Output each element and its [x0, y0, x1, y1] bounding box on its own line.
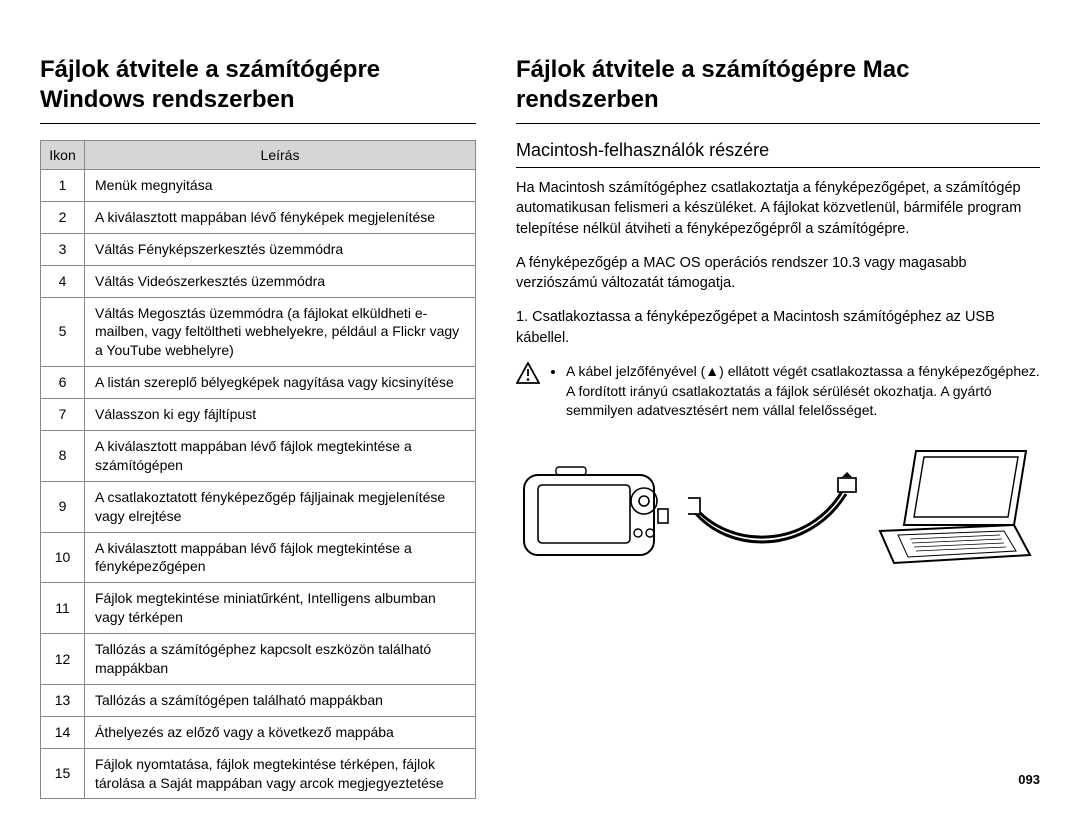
mac-intro-text: Ha Macintosh számítógéphez csatlakoztatj…	[516, 178, 1040, 239]
step-1: 1. Csatlakoztassa a fényképezőgépet a Ma…	[516, 307, 1040, 348]
table-row: 11Fájlok megtekintése miniatűrként, Inte…	[41, 583, 476, 634]
icon-description-table: Ikon Leírás 1Menük megnyitása 2A kiválas…	[40, 140, 476, 799]
table-row: 12Tallózás a számítógéphez kapcsolt eszk…	[41, 634, 476, 685]
usb-cable-icon	[688, 460, 858, 560]
warning-box: A kábel jelzőfényével (▲) ellátott végét…	[516, 362, 1040, 421]
table-row: 14Áthelyezés az előző vagy a következő m…	[41, 716, 476, 748]
right-heading: Fájlok átvitele a számítógépre Mac rends…	[516, 55, 1040, 124]
table-row: 7Válasszon ki egy fájltípust	[41, 399, 476, 431]
table-row: 6A listán szereplő bélyegképek nagyítása…	[41, 367, 476, 399]
table-row: 4Váltás Videószerkesztés üzemmódra	[41, 265, 476, 297]
warning-icon	[516, 362, 540, 421]
table-row: 5Váltás Megosztás üzemmódra (a fájlokat …	[41, 297, 476, 367]
mac-os-support-text: A fényképezőgép a MAC OS operációs rends…	[516, 253, 1040, 294]
camera-icon	[516, 455, 676, 565]
connection-figure	[516, 445, 1040, 575]
step-list: 1. Csatlakoztassa a fényképezőgépet a Ma…	[516, 307, 1040, 348]
table-row: 3Váltás Fényképszerkesztés üzemmódra	[41, 233, 476, 265]
right-subheading: Macintosh-felhasználók részére	[516, 140, 1040, 168]
table-row: 15Fájlok nyomtatása, fájlok megtekintése…	[41, 748, 476, 799]
page-number: 093	[1018, 772, 1040, 787]
col-header-desc: Leírás	[85, 141, 476, 170]
table-row: 8A kiválasztott mappában lévő fájlok meg…	[41, 431, 476, 482]
table-row: 1Menük megnyitása	[41, 170, 476, 202]
col-header-icon: Ikon	[41, 141, 85, 170]
laptop-icon	[870, 445, 1040, 575]
table-row: 10A kiválasztott mappában lévő fájlok me…	[41, 532, 476, 583]
warning-text: A kábel jelzőfényével (▲) ellátott végét…	[566, 362, 1040, 421]
table-row: 2A kiválasztott mappában lévő fényképek …	[41, 201, 476, 233]
table-row: 13Tallózás a számítógépen található mapp…	[41, 684, 476, 716]
left-column: Fájlok átvitele a számítógépre Windows r…	[40, 55, 476, 785]
right-column: Fájlok átvitele a számítógépre Mac rends…	[516, 55, 1040, 785]
table-row: 9A csatlakoztatott fényképezőgép fájljai…	[41, 481, 476, 532]
left-heading: Fájlok átvitele a számítógépre Windows r…	[40, 55, 476, 124]
